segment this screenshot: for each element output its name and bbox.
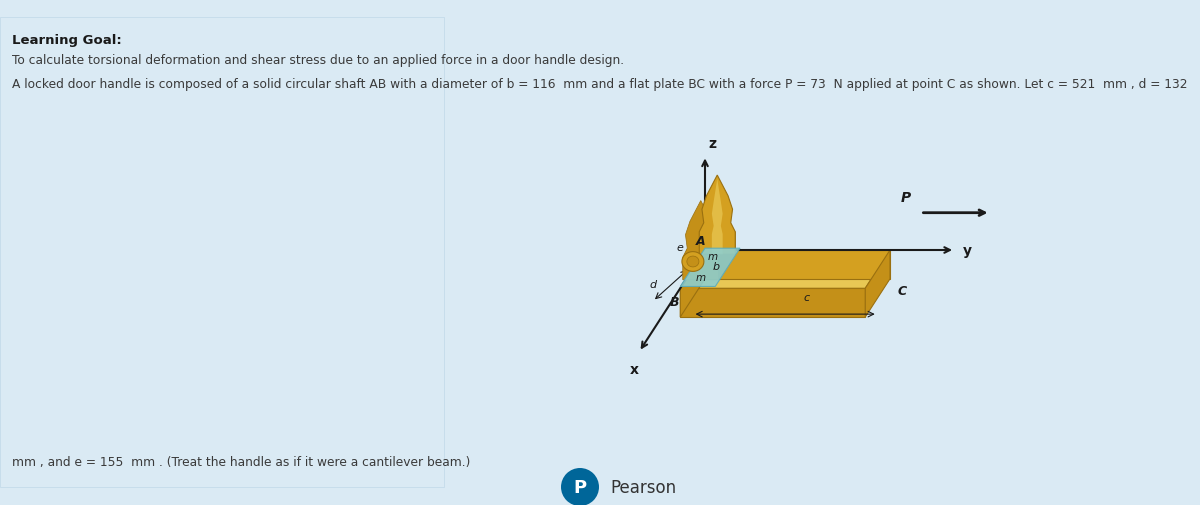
Polygon shape [683, 201, 719, 280]
Text: m: m [708, 252, 718, 262]
Text: d: d [649, 280, 656, 289]
Text: P: P [900, 190, 911, 205]
Polygon shape [680, 289, 865, 318]
Polygon shape [700, 176, 736, 255]
Text: A: A [696, 234, 706, 247]
Text: x: x [630, 362, 638, 376]
Text: y: y [964, 243, 972, 258]
Text: Learning Goal:: Learning Goal: [12, 34, 121, 47]
Text: Pearson: Pearson [610, 478, 676, 496]
Text: c: c [804, 293, 810, 302]
Polygon shape [0, 18, 444, 487]
Polygon shape [682, 252, 704, 272]
Text: m: m [696, 273, 706, 283]
Text: B: B [670, 295, 679, 309]
Polygon shape [719, 232, 736, 280]
Polygon shape [706, 250, 890, 279]
Text: b: b [712, 261, 719, 271]
Polygon shape [680, 248, 740, 287]
Text: To calculate torsional deformation and shear stress due to an applied force in a: To calculate torsional deformation and s… [12, 54, 624, 67]
Text: C: C [898, 284, 907, 297]
Text: e: e [677, 242, 684, 252]
Text: P: P [574, 478, 587, 496]
Polygon shape [865, 250, 890, 318]
Polygon shape [680, 250, 890, 289]
Text: z: z [708, 137, 716, 151]
Text: mm , and e = 155  mm . (Treat the handle as if it were a cantilever beam.): mm , and e = 155 mm . (Treat the handle … [12, 455, 470, 468]
Text: A locked door handle is composed of a solid circular shaft AB with a diameter of: A locked door handle is composed of a so… [12, 78, 1188, 91]
Polygon shape [686, 257, 698, 268]
Circle shape [562, 468, 599, 505]
Polygon shape [712, 180, 722, 255]
Polygon shape [680, 250, 706, 318]
